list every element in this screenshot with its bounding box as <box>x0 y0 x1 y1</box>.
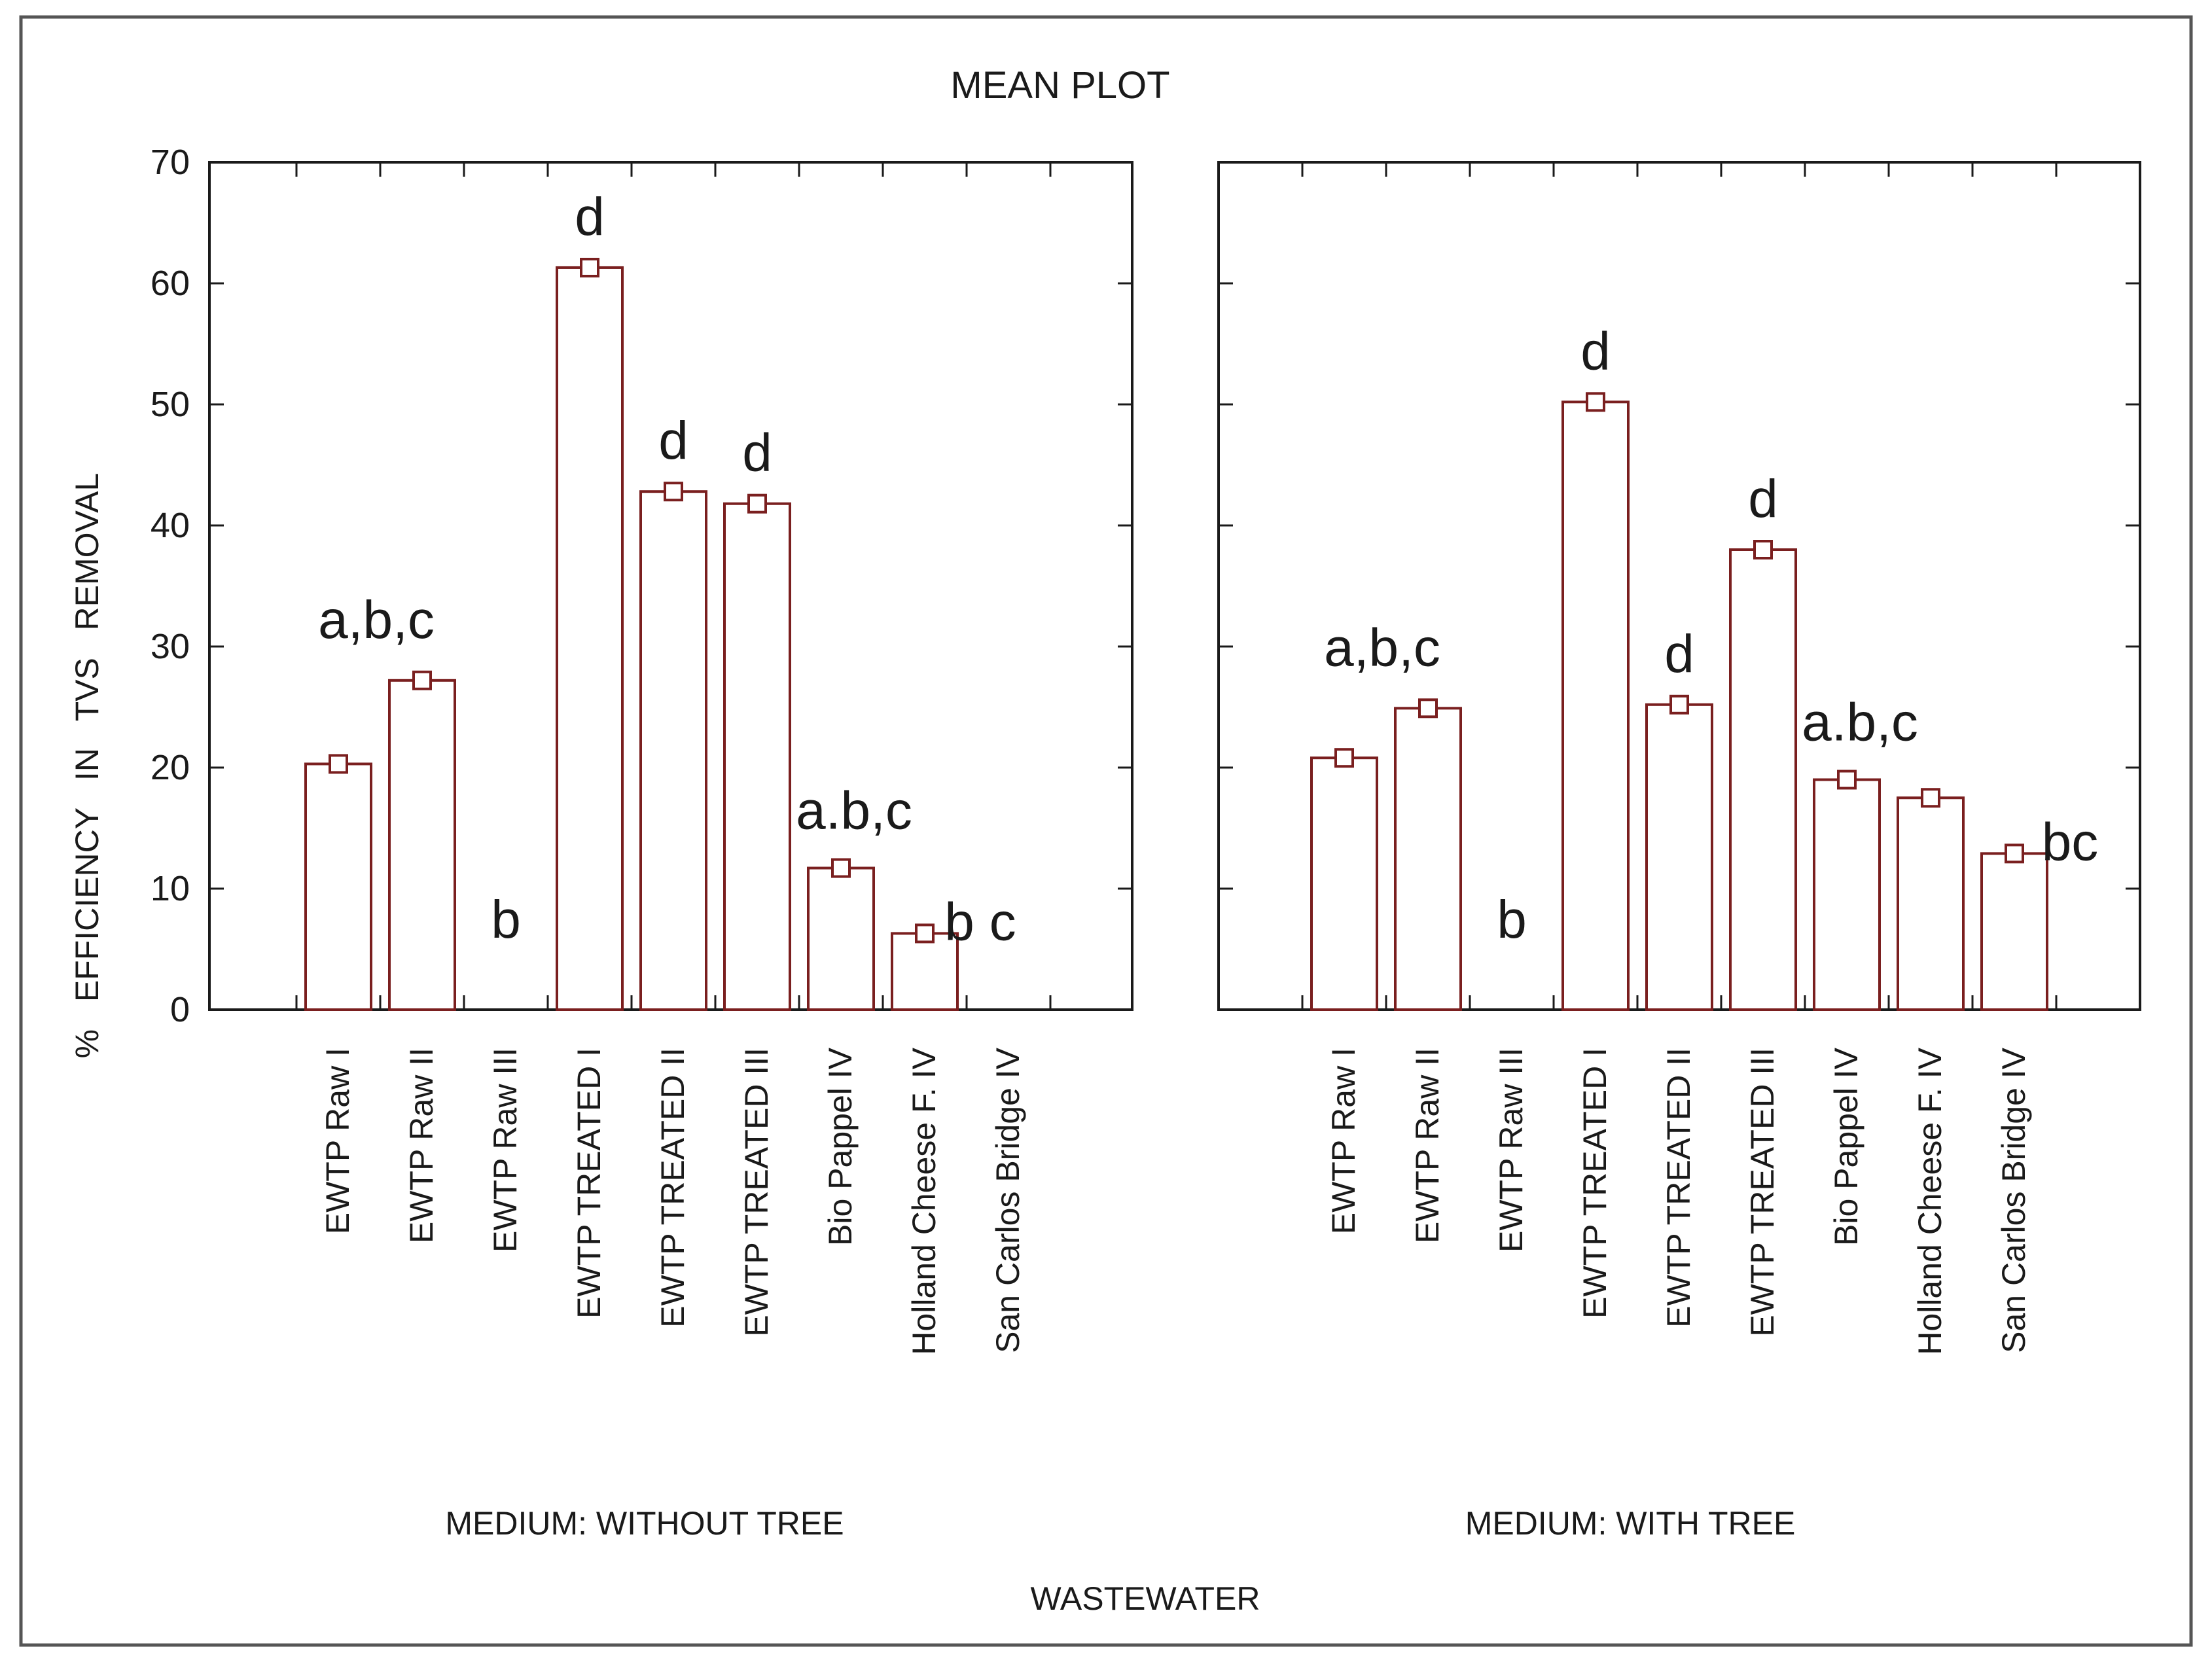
significance-letter: a,b,c <box>318 590 435 650</box>
bar <box>1561 400 1630 1011</box>
category-label: San Carlos Bridge IV <box>990 1047 1026 1353</box>
mean-marker <box>1418 698 1438 718</box>
category-label: EWTP Raw III <box>1493 1048 1529 1252</box>
mean-marker <box>329 754 348 774</box>
significance-letter: a.b,c <box>1802 693 1918 753</box>
category-label: EWTP Raw II <box>1409 1048 1446 1243</box>
category-label: EWTP TREATED III <box>738 1048 775 1337</box>
bar <box>639 490 707 1011</box>
bar <box>1897 796 1965 1011</box>
category-label: Bio Pappel IV <box>822 1047 859 1246</box>
mean-marker <box>664 482 683 502</box>
y-tick-label: 30 <box>151 627 190 666</box>
y-axis-label: % EFFICIENCY IN TVS REMOVAL <box>69 473 105 1059</box>
significance-letter: b <box>1497 890 1527 949</box>
category-label: EWTP TREATED I <box>571 1048 607 1319</box>
panel-label: MEDIUM: WITH TREE <box>1465 1505 1796 1542</box>
bar <box>304 762 372 1011</box>
significance-letter: a.b,c <box>796 781 912 841</box>
category-label: EWTP TREATED III <box>1744 1048 1781 1337</box>
category-label: EWTP Raw I <box>319 1048 356 1234</box>
panel-1: 0 10 20 30 40 50 60 70 EWTP Raw I a,b,c EWTP Raw I… <box>151 143 1133 1542</box>
mean-marker <box>1837 770 1857 790</box>
significance-letter: d <box>658 411 688 470</box>
y-tick-label: 10 <box>151 869 190 908</box>
category-label: EWTP TREATED I <box>1577 1048 1613 1319</box>
mean-marker <box>1334 748 1354 768</box>
mean-marker <box>2005 843 2024 864</box>
y-tick-label: 0 <box>170 990 190 1029</box>
mean-marker <box>831 858 851 878</box>
y-tick-label: 40 <box>151 506 190 545</box>
category-label: EWTP TREATED II <box>1660 1048 1697 1328</box>
bar <box>891 932 959 1011</box>
significance-letter: a,b,c <box>1324 618 1440 677</box>
bar <box>1645 703 1713 1012</box>
x-axis-label: WASTEWATER <box>1031 1580 1260 1617</box>
significance-letter: d <box>575 187 605 247</box>
panel-2: EWTP Raw I a,b,c EWTP Raw II b EWTP Raw III d… <box>1217 161 2141 1542</box>
bar <box>807 866 875 1012</box>
category-label: EWTP Raw III <box>487 1048 524 1252</box>
significance-letter: b <box>491 890 521 949</box>
y-tick-label: 20 <box>151 748 190 787</box>
significance-letter: d <box>1748 469 1778 529</box>
bar <box>556 266 624 1012</box>
y-axis-label-group: % EFFICIENCY IN TVS REMOVAL <box>69 473 105 1059</box>
mean-marker <box>580 257 599 277</box>
category-label: EWTP Raw I <box>1325 1048 1362 1234</box>
category-label: Bio Pappel IV <box>1828 1047 1864 1246</box>
mean-marker <box>1586 392 1605 412</box>
mean-marker <box>915 923 935 944</box>
category-label: EWTP Raw II <box>403 1048 440 1243</box>
y-tick-label: 50 <box>151 385 190 424</box>
panel-label: MEDIUM: WITHOUT TREE <box>445 1505 844 1542</box>
y-tick-label: 70 <box>151 143 190 182</box>
category-label: San Carlos Bridge IV <box>1995 1047 2032 1353</box>
bar <box>1813 778 1881 1011</box>
significance-letter: d <box>742 423 772 483</box>
bar <box>1310 756 1378 1011</box>
category-label: EWTP TREATED II <box>654 1048 691 1328</box>
mean-marker <box>1921 788 1940 808</box>
bar <box>1394 707 1462 1011</box>
chart-title: MEAN PLOT <box>950 64 1169 107</box>
bar <box>1729 548 1797 1011</box>
mean-marker <box>1753 540 1773 559</box>
mean-marker <box>412 670 432 690</box>
mean-marker <box>1669 694 1689 715</box>
significance-letter: d <box>1664 624 1694 684</box>
mean-marker <box>747 493 767 514</box>
significance-letter: bc <box>2042 812 2099 872</box>
significance-letter: d <box>1580 321 1611 381</box>
category-label: Holland Cheese F. IV <box>906 1047 942 1355</box>
bar <box>1980 852 2048 1011</box>
y-tick-label: 60 <box>151 264 190 303</box>
bar <box>723 502 791 1011</box>
significance-letter: b c <box>944 892 1016 951</box>
category-label: Holland Cheese F. IV <box>1912 1047 1948 1355</box>
bar <box>388 679 456 1012</box>
